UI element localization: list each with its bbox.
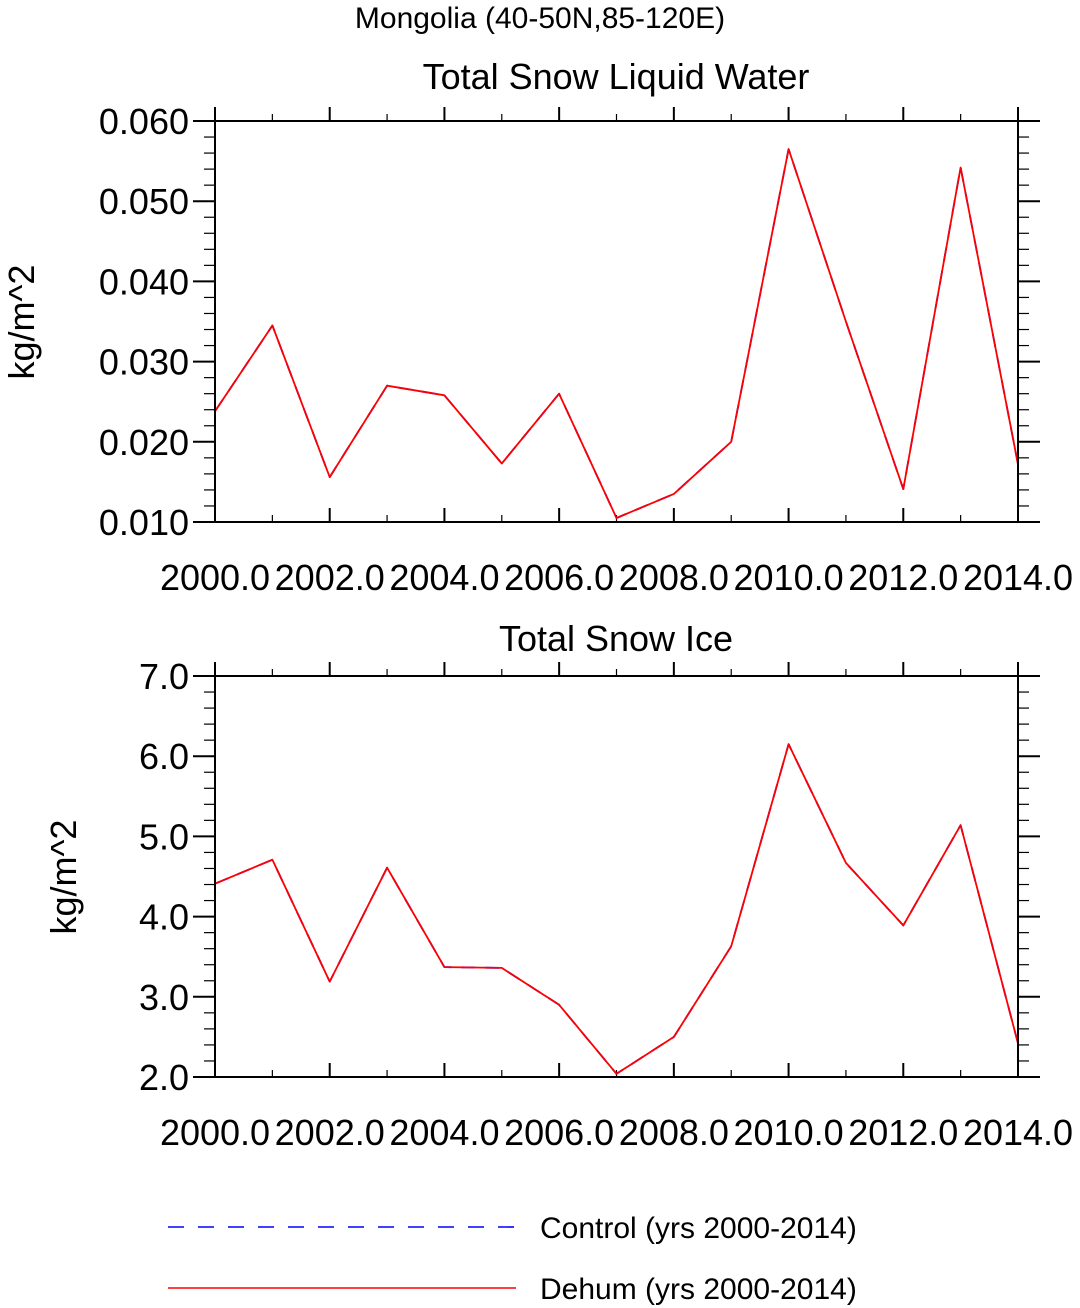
x-tick-label: 2008.0	[619, 1112, 729, 1153]
panel-liquid-water: Total Snow Liquid Water kg/m^2 2000.0 200…	[1, 56, 1073, 598]
y-tick-label: 2.0	[139, 1057, 189, 1098]
x-tick-label: 2014.0	[963, 557, 1073, 598]
x-tick-label: 2006.0	[504, 557, 614, 598]
x-tick-label: 2002.0	[275, 1112, 385, 1153]
series-lines	[214, 743, 1019, 1075]
x-tick-label: 2000.0	[160, 557, 270, 598]
plot-frame	[214, 675, 1019, 1078]
series-line-control	[214, 148, 1019, 519]
panel-title: Total Snow Liquid Water	[423, 56, 810, 97]
y-tick-label: 0.050	[99, 181, 189, 222]
y-axis-label: kg/m^2	[43, 820, 84, 935]
tick-labels: 2000.0 2002.0 2004.0 2006.0 2008.0 2010.0 2012…	[99, 101, 1073, 598]
legend-label-control: Control (yrs 2000-2014)	[540, 1212, 857, 1245]
series-line-dehum	[214, 148, 1019, 519]
x-tick-label: 2012.0	[848, 1112, 958, 1153]
y-axis-label: kg/m^2	[1, 265, 42, 380]
y-tick-label: 0.010	[99, 502, 189, 543]
panel-snow-ice: Total Snow Ice kg/m^2 2000.0 2002.0 2004.0…	[43, 618, 1073, 1153]
y-tick-label: 4.0	[139, 897, 189, 938]
y-tick-label: 0.030	[99, 342, 189, 383]
y-tick-label: 7.0	[139, 656, 189, 697]
y-tick-label: 0.060	[99, 101, 189, 142]
x-tick-label: 2004.0	[389, 1112, 499, 1153]
plot-frame	[214, 120, 1019, 523]
figure-suptitle: Mongolia (40-50N,85-120E)	[355, 2, 725, 35]
y-tick-label: 5.0	[139, 816, 189, 857]
legend-label-dehum: Dehum (yrs 2000-2014)	[540, 1273, 857, 1306]
tick-labels: 2000.0 2002.0 2004.0 2006.0 2008.0 2010.0 2012…	[139, 656, 1073, 1153]
series-lines	[214, 148, 1019, 519]
y-tick-label: 0.020	[99, 422, 189, 463]
legend: Control (yrs 2000-2014) Dehum (yrs 2000-…	[168, 1212, 857, 1306]
x-tick-label: 2006.0	[504, 1112, 614, 1153]
panel-title: Total Snow Ice	[499, 618, 733, 659]
x-tick-label: 2004.0	[389, 557, 499, 598]
x-tick-label: 2002.0	[275, 557, 385, 598]
x-tick-label: 2010.0	[734, 1112, 844, 1153]
legend-item-control: Control (yrs 2000-2014)	[168, 1212, 857, 1245]
x-tick-label: 2000.0	[160, 1112, 270, 1153]
series-line-control	[214, 743, 1019, 1075]
legend-item-dehum: Dehum (yrs 2000-2014)	[168, 1273, 857, 1306]
y-tick-label: 0.040	[99, 261, 189, 302]
x-tick-label: 2008.0	[619, 557, 729, 598]
x-tick-label: 2014.0	[963, 1112, 1073, 1153]
series-line-dehum	[214, 743, 1019, 1075]
x-tick-label: 2010.0	[734, 557, 844, 598]
y-tick-label: 3.0	[139, 977, 189, 1018]
axis-ticks	[193, 662, 1040, 1078]
axis-ticks	[193, 107, 1040, 523]
x-tick-label: 2012.0	[848, 557, 958, 598]
y-tick-label: 6.0	[139, 736, 189, 777]
